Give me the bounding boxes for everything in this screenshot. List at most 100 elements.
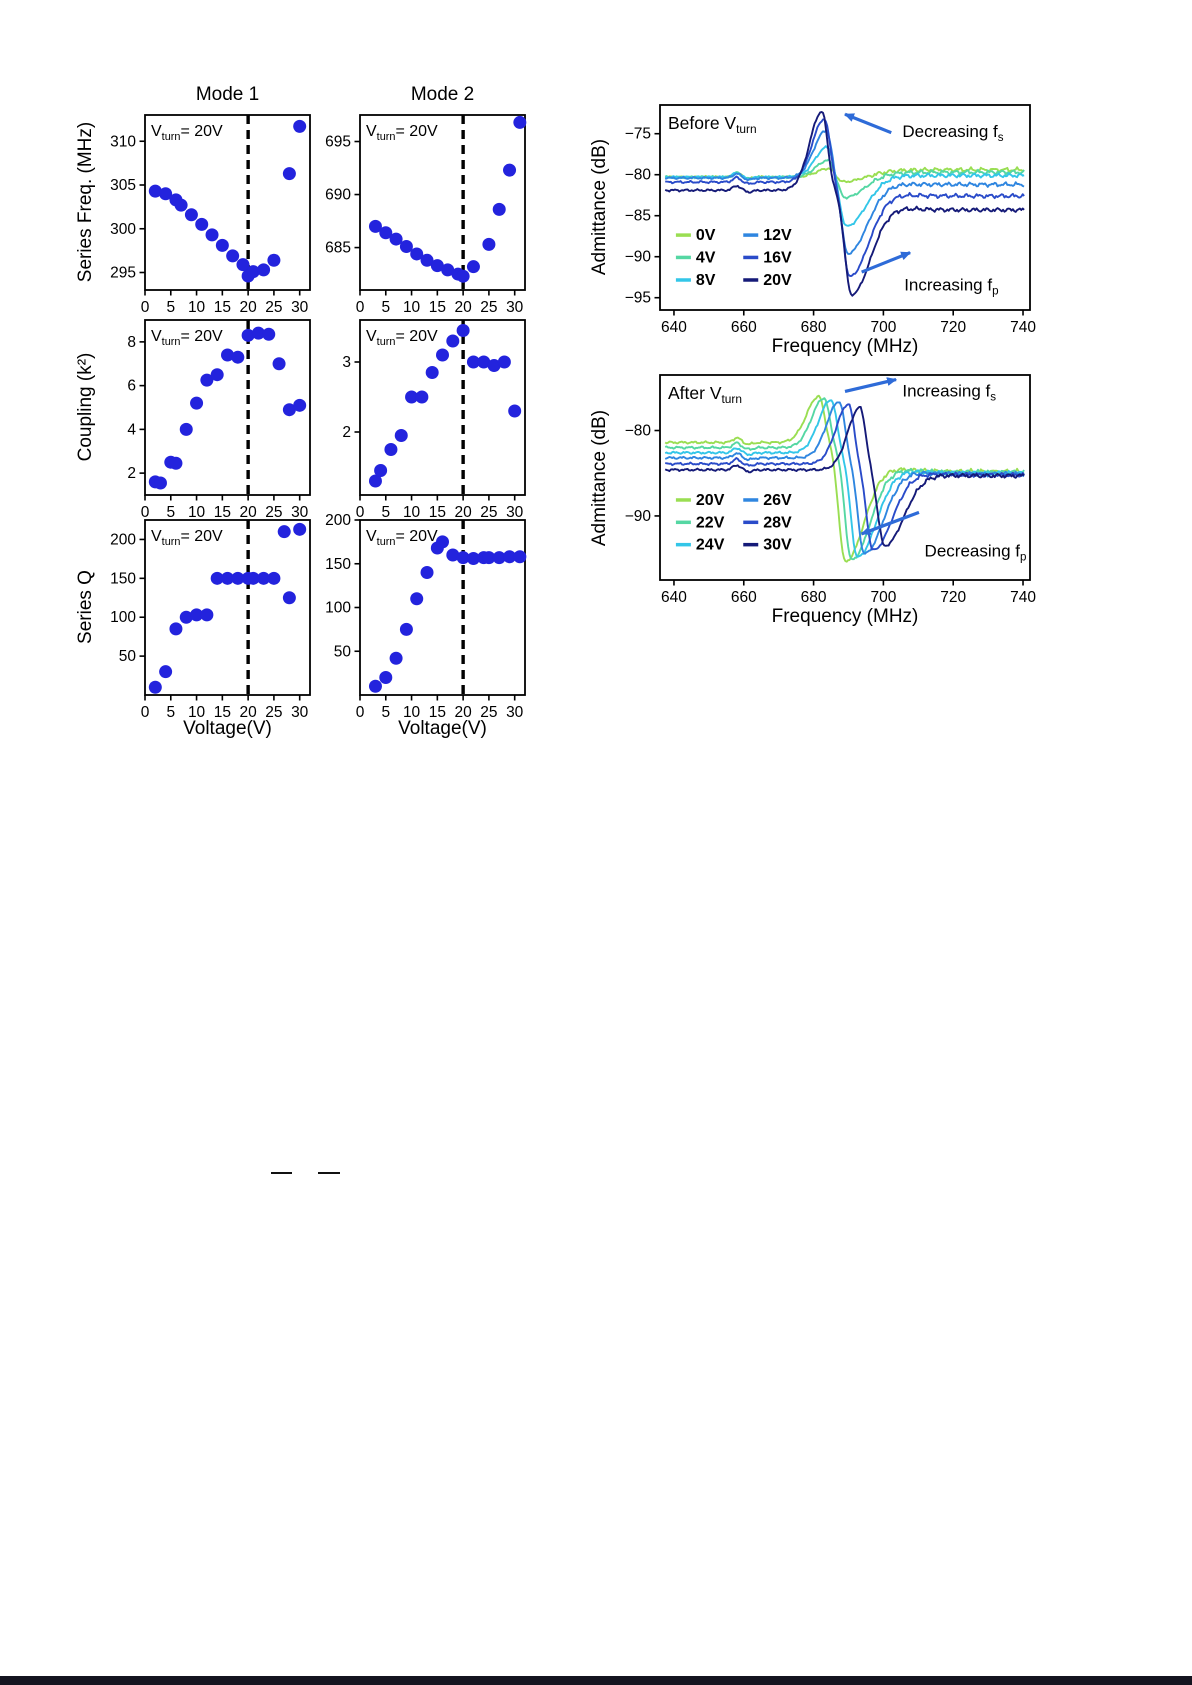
svg-text:After Vturn: After Vturn: [668, 383, 742, 406]
svg-text:20: 20: [455, 504, 473, 521]
svg-text:5: 5: [166, 504, 175, 521]
after-vturn-chart: 640 660 680 700 720 740 −80 −90 After Vturn 20V 22…: [625, 374, 1036, 606]
svg-text:20: 20: [240, 299, 258, 316]
svg-text:−95: −95: [625, 290, 651, 307]
svg-text:0: 0: [141, 299, 150, 316]
svg-text:295: 295: [110, 265, 136, 282]
svg-text:740: 740: [1010, 319, 1036, 336]
svg-text:15: 15: [214, 504, 231, 521]
svg-text:30V: 30V: [763, 537, 792, 554]
svg-text:12V: 12V: [763, 227, 792, 244]
svg-text:150: 150: [325, 556, 351, 573]
fraction-bar-2: [318, 1172, 340, 1174]
svg-text:15: 15: [214, 704, 231, 721]
svg-text:5: 5: [381, 504, 390, 521]
svg-text:Vturn= 20V: Vturn= 20V: [151, 123, 223, 143]
svg-text:Increasing fs: Increasing fs: [902, 382, 996, 404]
svg-text:0: 0: [356, 704, 365, 721]
svg-text:25: 25: [480, 704, 497, 721]
svg-text:305: 305: [110, 177, 136, 194]
mode2-series-q-chart: 0 5 10 15 20 25 30 50 100 150 200 Vturn= 20V: [325, 512, 527, 721]
svg-text:Vturn= 20V: Vturn= 20V: [366, 528, 438, 548]
svg-text:−75: −75: [625, 126, 651, 143]
svg-text:−80: −80: [625, 423, 652, 440]
svg-text:685: 685: [325, 240, 351, 257]
svg-text:20: 20: [455, 299, 473, 316]
page-bottom-rule: [0, 1676, 1192, 1685]
svg-text:Vturn= 20V: Vturn= 20V: [366, 123, 438, 143]
svg-text:30: 30: [291, 299, 309, 316]
before-y-label: Admittance (dB): [589, 138, 610, 276]
svg-text:10: 10: [403, 704, 421, 721]
svg-text:15: 15: [429, 704, 446, 721]
svg-text:660: 660: [731, 589, 757, 606]
svg-text:0: 0: [356, 299, 365, 316]
svg-text:300: 300: [110, 221, 136, 238]
before-x-label: Frequency (MHz): [771, 336, 919, 357]
svg-text:16V: 16V: [763, 249, 792, 266]
mode1-series-q-chart: 0 5 10 15 20 25 30 50 100 150 200 Vturn= 20V: [110, 519, 311, 721]
svg-text:−80: −80: [625, 167, 652, 184]
svg-text:0: 0: [141, 504, 150, 521]
svg-text:4: 4: [127, 421, 136, 438]
svg-text:10: 10: [403, 299, 421, 316]
mode1-title: Mode 1: [195, 84, 260, 105]
mode2-series-freq-chart: 0 5 10 15 20 25 30 685 690 695 Vturn= 20V: [325, 114, 527, 316]
mode2-coupling-chart: 0 5 10 15 20 25 30 2 3 Vturn= 20V: [342, 319, 526, 521]
svg-text:50: 50: [119, 648, 137, 665]
svg-text:25: 25: [480, 299, 497, 316]
svg-text:4V: 4V: [696, 249, 716, 266]
svg-text:680: 680: [801, 589, 827, 606]
svg-text:0: 0: [356, 504, 365, 521]
svg-text:Before Vturn: Before Vturn: [668, 113, 757, 136]
mode1-series-freq-chart: 0 5 10 15 20 25 30 295 300 305 310 Vturn= 20V: [110, 114, 311, 316]
svg-text:30: 30: [291, 704, 309, 721]
svg-text:Decreasing fp: Decreasing fp: [925, 541, 1027, 563]
svg-text:Vturn= 20V: Vturn= 20V: [151, 328, 223, 348]
svg-text:−85: −85: [625, 208, 651, 225]
mode1-coupling-chart: 0 5 10 15 20 25 30 2 4 6 8 Vturn= 20V: [127, 319, 311, 521]
svg-text:15: 15: [429, 299, 446, 316]
svg-text:200: 200: [325, 512, 351, 529]
fraction-bar-1: [271, 1172, 292, 1174]
svg-text:5: 5: [166, 299, 175, 316]
mode2-title: Mode 2: [410, 84, 475, 105]
svg-text:25: 25: [265, 704, 282, 721]
svg-text:3: 3: [342, 354, 351, 371]
svg-text:20V: 20V: [763, 272, 792, 289]
svg-text:25: 25: [480, 504, 497, 521]
svg-text:15: 15: [214, 299, 231, 316]
svg-text:700: 700: [870, 589, 896, 606]
svg-text:5: 5: [381, 704, 390, 721]
svg-text:30: 30: [506, 704, 524, 721]
svg-text:6: 6: [127, 378, 136, 395]
svg-text:Increasing fp: Increasing fp: [904, 276, 998, 298]
svg-text:20: 20: [240, 504, 258, 521]
svg-text:24V: 24V: [696, 537, 725, 554]
mode1-x-label: Voltage(V): [183, 718, 272, 739]
svg-text:22V: 22V: [696, 514, 725, 531]
svg-text:8: 8: [127, 334, 136, 351]
svg-text:5: 5: [166, 704, 175, 721]
svg-text:25: 25: [265, 299, 282, 316]
svg-text:100: 100: [325, 600, 351, 617]
svg-text:2: 2: [127, 465, 136, 482]
svg-text:640: 640: [661, 589, 687, 606]
svg-text:−90: −90: [625, 249, 652, 266]
figure-panel: Mode 1 Mode 2 Series Freq. (MHz) Couplin…: [0, 0, 1192, 790]
svg-text:700: 700: [870, 319, 896, 336]
svg-text:20V: 20V: [696, 492, 725, 509]
svg-text:26V: 26V: [763, 492, 792, 509]
svg-text:720: 720: [940, 319, 966, 336]
svg-text:0V: 0V: [696, 227, 716, 244]
svg-text:200: 200: [110, 531, 136, 548]
svg-text:690: 690: [325, 187, 351, 204]
svg-text:660: 660: [731, 319, 757, 336]
svg-text:100: 100: [110, 609, 136, 626]
svg-text:20: 20: [455, 704, 473, 721]
svg-text:5: 5: [381, 299, 390, 316]
svg-text:10: 10: [403, 504, 421, 521]
svg-text:0: 0: [141, 704, 150, 721]
svg-text:25: 25: [265, 504, 282, 521]
svg-text:10: 10: [188, 299, 206, 316]
